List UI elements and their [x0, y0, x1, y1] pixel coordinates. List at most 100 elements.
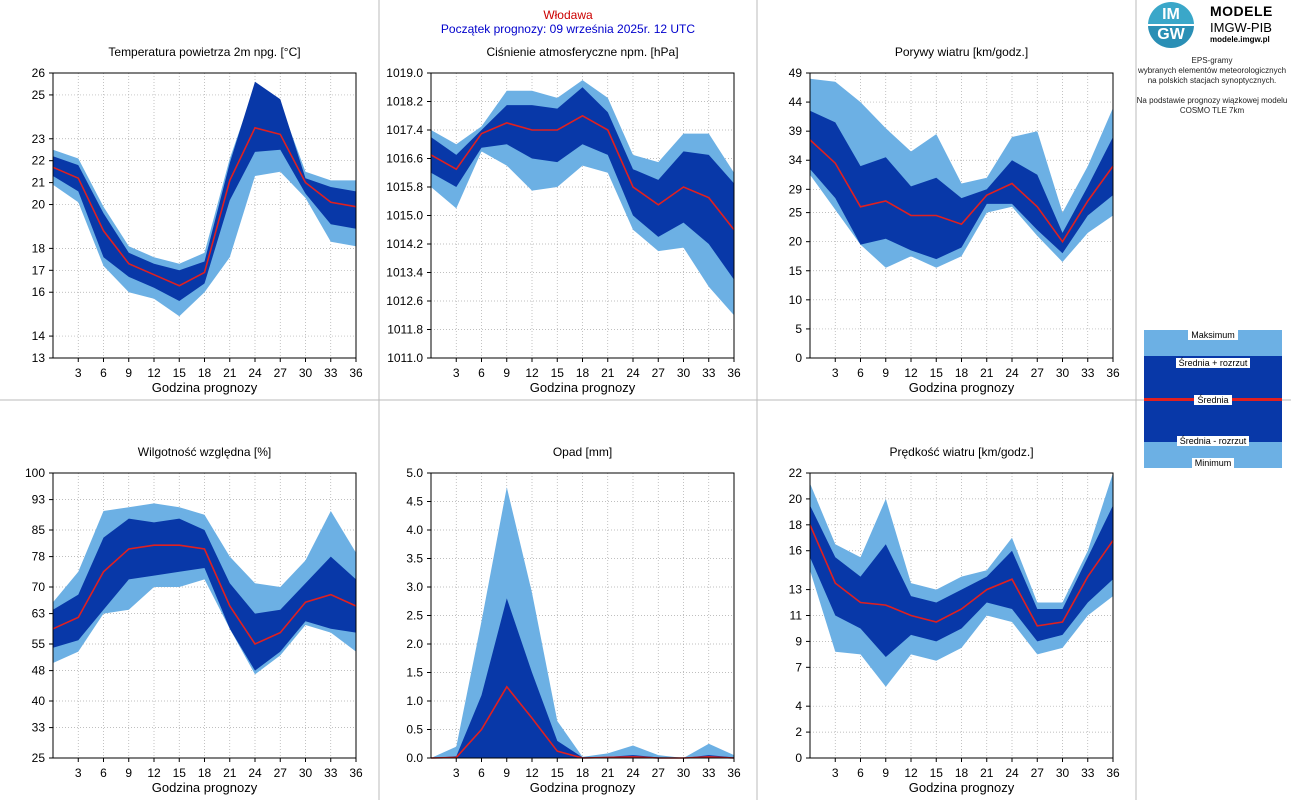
- y-tick-label: 39: [789, 124, 803, 138]
- x-tick-label: 9: [882, 366, 889, 380]
- x-tick-label: 3: [832, 766, 839, 780]
- info-line: Na podstawie prognozy wiązkowej modelu: [1136, 96, 1288, 105]
- x-axis-label: Godzina prognozy: [152, 380, 258, 395]
- y-tick-label: 4.5: [406, 495, 423, 509]
- chart-title: Wilgotność względna [%]: [138, 445, 271, 459]
- y-tick-label: 1013.4: [386, 266, 423, 280]
- y-tick-label: 0: [795, 751, 802, 765]
- y-tick-label: 1.5: [406, 666, 423, 680]
- y-tick-label: 5.0: [406, 466, 423, 480]
- y-tick-label: 0.0: [406, 751, 423, 765]
- x-tick-label: 27: [652, 766, 666, 780]
- x-tick-label: 33: [1081, 366, 1095, 380]
- station-name: Włodawa: [543, 8, 593, 22]
- x-tick-label: 36: [1106, 766, 1120, 780]
- legend-label-max: Maksimum: [1144, 330, 1282, 341]
- y-tick-label: 14: [32, 329, 46, 343]
- y-tick-label: 25: [789, 206, 803, 220]
- y-tick-label: 20: [789, 235, 803, 249]
- x-tick-label: 36: [349, 766, 363, 780]
- y-tick-label: 16: [32, 285, 46, 299]
- y-tick-label: 1.0: [406, 694, 423, 708]
- y-tick-label: 49: [789, 66, 803, 80]
- y-tick-label: 0: [795, 351, 802, 365]
- x-tick-label: 3: [832, 366, 839, 380]
- x-axis-label: Godzina prognozy: [909, 780, 1015, 795]
- x-tick-label: 6: [857, 766, 864, 780]
- y-tick-label: 25: [32, 88, 46, 102]
- y-tick-label: 4.0: [406, 523, 423, 537]
- y-tick-label: 9: [795, 634, 802, 648]
- x-tick-label: 12: [525, 766, 539, 780]
- y-tick-label: 1015.8: [386, 180, 423, 194]
- y-tick-label: 1018.2: [386, 95, 423, 109]
- x-tick-label: 24: [1005, 766, 1019, 780]
- y-tick-label: 22: [32, 154, 46, 168]
- x-tick-label: 3: [75, 366, 82, 380]
- y-tick-label: 2.0: [406, 637, 423, 651]
- x-tick-label: 6: [857, 366, 864, 380]
- x-tick-label: 24: [626, 766, 640, 780]
- logo-mark-top: IM: [1162, 6, 1180, 23]
- x-axis-label: Godzina prognozy: [530, 380, 636, 395]
- x-tick-label: 30: [299, 766, 313, 780]
- logo-org: IMGW-PIB: [1210, 20, 1272, 35]
- y-tick-label: 4: [795, 699, 802, 713]
- chart-title: Porywy wiatru [km/godz.]: [895, 45, 1028, 59]
- y-tick-label: 40: [32, 694, 46, 708]
- chart-4: Wilgotność względna [%]25334048556370788…: [25, 445, 363, 795]
- chart-2: Ciśnienie atmosferyczne npm. [hPa] 1011.0…: [386, 45, 741, 395]
- chart-6: Prędkość wiatru [km/godz.]02479111316182…: [789, 445, 1120, 795]
- y-tick-label: 70: [32, 580, 46, 594]
- x-tick-label: 15: [173, 766, 187, 780]
- mean-line: [430, 114, 735, 231]
- x-tick-label: 9: [125, 366, 132, 380]
- y-tick-label: 23: [32, 132, 46, 146]
- band-mean-spread: [810, 505, 1113, 657]
- info-line: na polskich stacjach synoptycznych.: [1147, 76, 1277, 85]
- y-tick-label: 85: [32, 523, 46, 537]
- y-tick-label: 10: [789, 293, 803, 307]
- y-tick-label: 7: [795, 660, 802, 674]
- x-tick-label: 15: [930, 366, 944, 380]
- x-tick-label: 12: [904, 366, 918, 380]
- x-tick-label: 30: [1056, 766, 1070, 780]
- x-tick-label: 12: [525, 366, 539, 380]
- x-tick-label: 33: [702, 366, 716, 380]
- x-tick-label: 24: [626, 366, 640, 380]
- x-tick-label: 9: [882, 766, 889, 780]
- x-tick-label: 27: [274, 766, 288, 780]
- x-tick-label: 21: [601, 366, 615, 380]
- header: Włodawa Początek prognozy: 09 września 2…: [380, 0, 756, 36]
- mean-line: [52, 544, 357, 646]
- y-tick-label: 3.0: [406, 580, 423, 594]
- x-tick-label: 21: [980, 366, 994, 380]
- x-tick-label: 18: [955, 366, 969, 380]
- y-tick-label: 1017.4: [386, 123, 423, 137]
- y-tick-label: 25: [32, 751, 46, 765]
- x-tick-label: 33: [1081, 766, 1095, 780]
- x-tick-label: 30: [299, 366, 313, 380]
- y-tick-label: 55: [32, 637, 46, 651]
- band-mean-spread: [53, 81, 356, 301]
- legend-label-mean-plus: Średnia + rozrzut: [1144, 358, 1282, 369]
- y-tick-label: 29: [789, 182, 803, 196]
- logo-url[interactable]: modele.imgw.pl: [1210, 35, 1270, 44]
- x-tick-label: 24: [248, 766, 262, 780]
- info-text: EPS-gramy wybranych elementów meteorolog…: [1134, 56, 1290, 116]
- y-tick-label: 13: [32, 351, 46, 365]
- x-tick-label: 3: [75, 766, 82, 780]
- x-axis-label: Godzina prognozy: [909, 380, 1015, 395]
- x-tick-label: 6: [100, 366, 107, 380]
- x-tick-label: 18: [198, 766, 212, 780]
- y-tick-label: 44: [789, 95, 803, 109]
- y-tick-label: 34: [789, 153, 803, 167]
- mean-line: [809, 524, 1114, 627]
- chart-1: Temperatura powietrza 2m npg. [°C] 13 14 16…: [32, 45, 363, 395]
- chart-title: Ciśnienie atmosferyczne npm. [hPa]: [486, 45, 678, 59]
- x-tick-label: 9: [125, 766, 132, 780]
- x-tick-label: 15: [551, 366, 565, 380]
- x-tick-label: 9: [503, 766, 510, 780]
- y-tick-label: 20: [789, 492, 803, 506]
